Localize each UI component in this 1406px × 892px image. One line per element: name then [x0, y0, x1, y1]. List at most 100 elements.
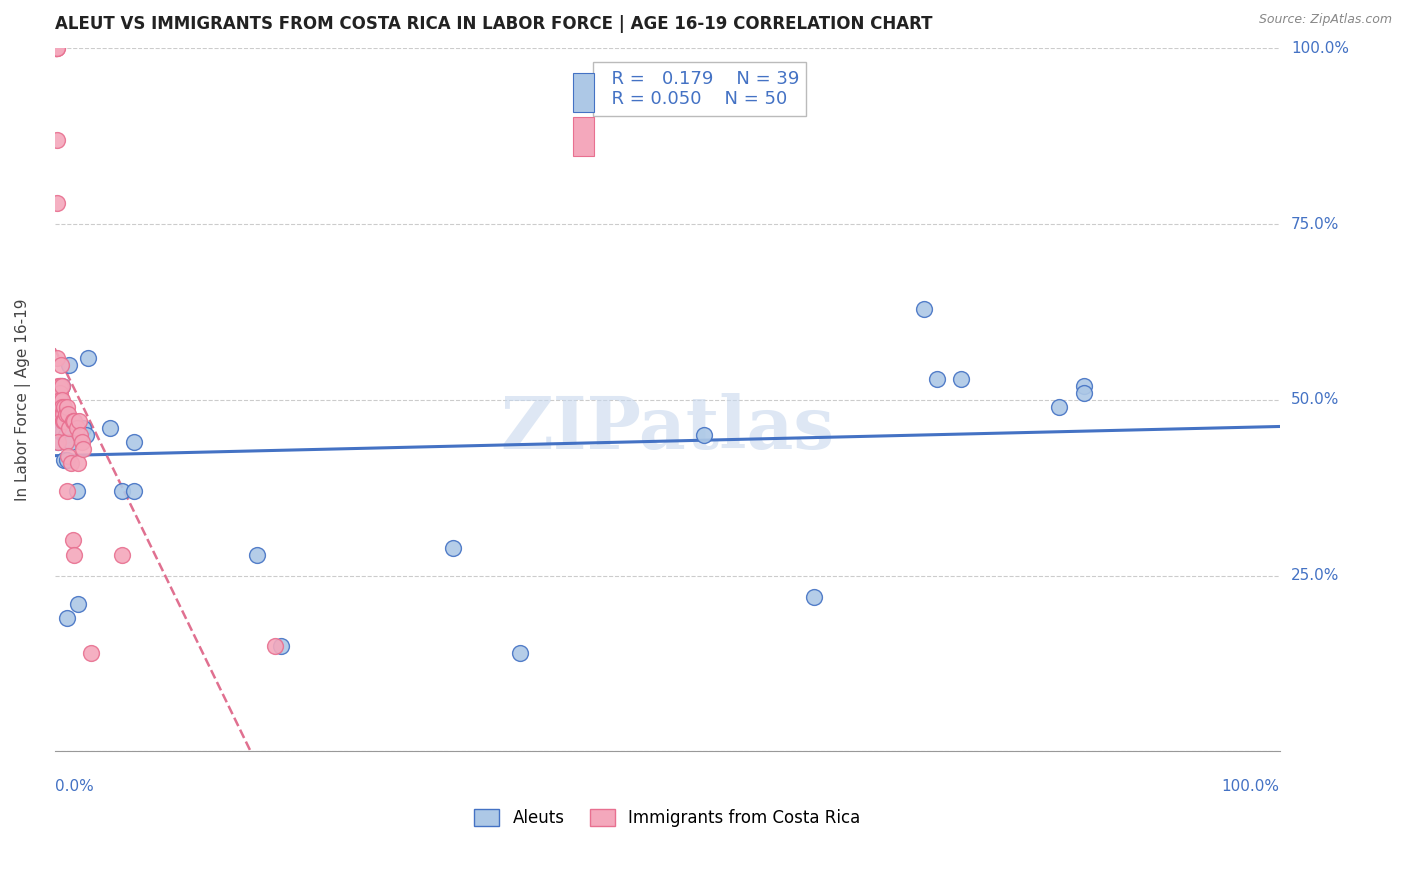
Point — [46, 41, 69, 55]
Point — [52, 400, 75, 414]
Point — [51, 379, 73, 393]
Point — [56, 484, 79, 499]
Point — [46, 435, 69, 450]
Point — [98, 421, 121, 435]
Point — [48, 407, 70, 421]
Point — [45, 41, 67, 55]
Point — [46, 392, 69, 407]
Point — [46, 435, 69, 450]
Point — [46, 421, 69, 435]
Text: ZIPatlas: ZIPatlas — [501, 392, 834, 464]
Text: 25.0%: 25.0% — [1291, 568, 1339, 583]
Point — [49, 400, 72, 414]
Point — [45, 41, 67, 55]
Point — [122, 435, 145, 450]
Point — [48, 392, 70, 407]
Point — [46, 133, 69, 147]
Point — [51, 379, 73, 393]
Point — [912, 301, 935, 316]
Point — [441, 541, 464, 555]
Point — [58, 421, 80, 435]
Point — [49, 358, 72, 372]
Point — [1073, 385, 1095, 400]
Point — [51, 400, 73, 414]
Point — [62, 414, 84, 428]
Text: R =   0.179    N = 39
  R = 0.050    N = 50: R = 0.179 N = 39 R = 0.050 N = 50 — [600, 70, 799, 108]
Point — [49, 392, 72, 407]
Point — [66, 421, 89, 435]
Point — [46, 407, 69, 421]
Point — [53, 414, 76, 428]
Point — [45, 41, 67, 55]
Point — [53, 400, 76, 414]
Point — [49, 407, 72, 421]
Point — [66, 484, 89, 499]
Point — [49, 425, 72, 439]
Point — [46, 400, 69, 414]
Point — [72, 442, 94, 456]
Point — [53, 452, 76, 467]
Point — [75, 428, 97, 442]
Point — [55, 428, 77, 442]
Point — [46, 392, 69, 407]
Point — [70, 435, 93, 450]
Point — [66, 597, 89, 611]
Point — [46, 196, 69, 211]
Point — [950, 372, 973, 386]
Point — [59, 435, 82, 450]
FancyBboxPatch shape — [572, 118, 593, 156]
Point — [46, 407, 69, 421]
Point — [693, 428, 716, 442]
Y-axis label: In Labor Force | Age 16-19: In Labor Force | Age 16-19 — [15, 299, 31, 501]
Point — [80, 646, 103, 660]
Point — [56, 400, 79, 414]
Point — [48, 379, 70, 393]
Point — [111, 548, 134, 562]
Point — [1047, 400, 1070, 414]
Point — [51, 414, 73, 428]
Point — [67, 414, 90, 428]
Point — [111, 484, 134, 499]
Point — [264, 639, 287, 653]
Point — [72, 421, 94, 435]
Text: 100.0%: 100.0% — [1291, 41, 1348, 56]
Point — [122, 484, 145, 499]
Point — [59, 456, 82, 470]
Point — [62, 533, 84, 548]
Text: 100.0%: 100.0% — [1222, 779, 1279, 794]
Point — [52, 414, 75, 428]
Point — [76, 351, 98, 365]
Point — [46, 41, 69, 55]
Point — [56, 407, 79, 421]
Point — [56, 452, 79, 467]
Point — [803, 590, 825, 604]
Text: 75.0%: 75.0% — [1291, 217, 1339, 232]
Point — [51, 392, 73, 407]
Point — [56, 611, 79, 625]
Point — [925, 372, 948, 386]
Point — [46, 392, 69, 407]
Point — [45, 41, 67, 55]
Point — [46, 351, 69, 365]
Point — [509, 646, 531, 660]
Point — [56, 449, 79, 463]
Point — [48, 379, 70, 393]
Point — [246, 548, 269, 562]
Point — [63, 414, 86, 428]
Point — [55, 407, 77, 421]
Point — [270, 639, 292, 653]
Point — [52, 425, 75, 439]
Point — [55, 435, 77, 450]
Point — [46, 379, 69, 393]
FancyBboxPatch shape — [572, 73, 593, 112]
Point — [46, 400, 69, 414]
Point — [58, 358, 80, 372]
Point — [48, 385, 70, 400]
Point — [63, 548, 86, 562]
Point — [69, 428, 91, 442]
Point — [1073, 379, 1095, 393]
Text: 50.0%: 50.0% — [1291, 392, 1339, 408]
Text: 0.0%: 0.0% — [55, 779, 93, 794]
Point — [66, 456, 89, 470]
Legend: Aleuts, Immigrants from Costa Rica: Aleuts, Immigrants from Costa Rica — [468, 802, 866, 833]
